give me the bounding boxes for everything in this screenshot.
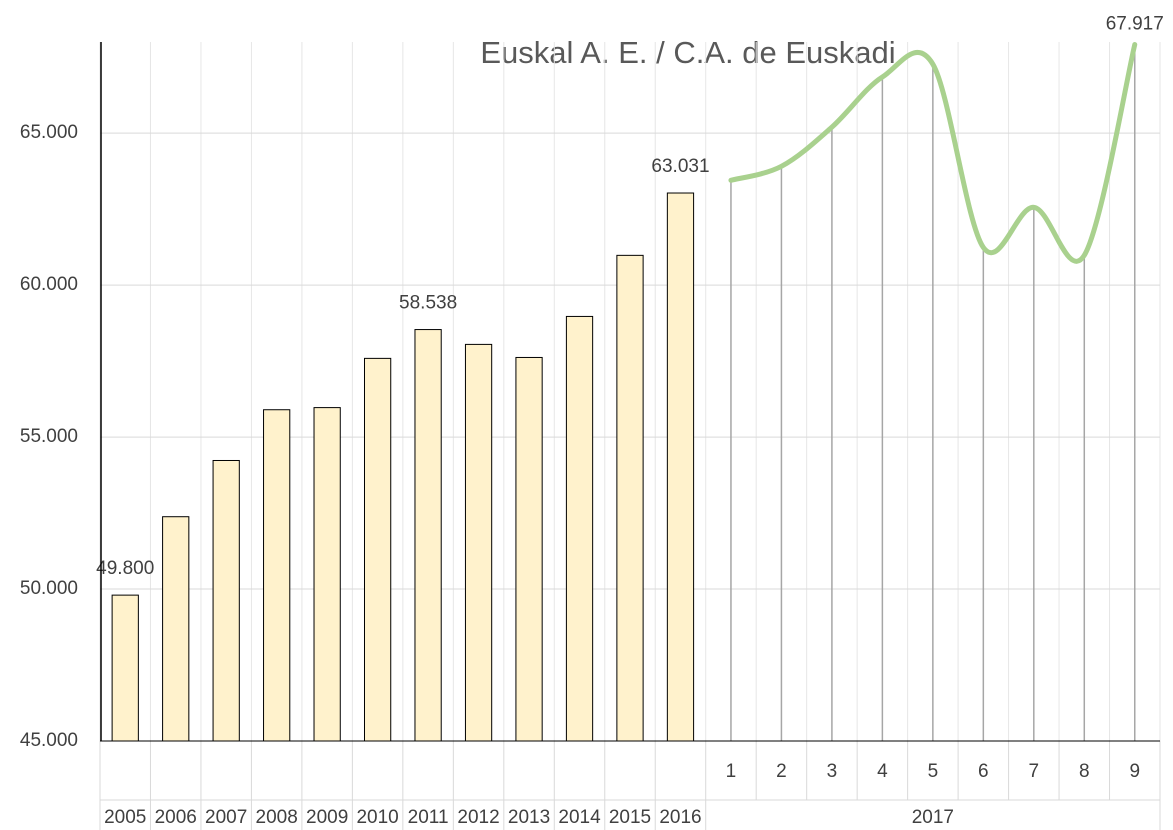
group-label: 2017 — [912, 807, 954, 828]
bar — [263, 409, 291, 742]
x-tick-label: 6 — [978, 761, 989, 782]
x-tick-label: 2008 — [256, 807, 298, 828]
x-tick-label: 8 — [1079, 761, 1090, 782]
x-tick-label: 3 — [827, 761, 838, 782]
line — [728, 42, 1138, 264]
bar — [515, 356, 543, 742]
bar — [313, 407, 341, 742]
data-label: 67.917 — [1106, 14, 1164, 35]
x-tick-label: 2010 — [356, 807, 398, 828]
x-tick-label: 2013 — [508, 807, 550, 828]
bar — [464, 343, 493, 742]
bar — [212, 459, 240, 742]
data-label: 63.031 — [651, 156, 709, 177]
x-tick-label: 4 — [877, 761, 888, 782]
x-tick-label: 5 — [928, 761, 939, 782]
x-tick-label: 9 — [1129, 761, 1140, 782]
y-tick-label: 50.000 — [20, 578, 78, 599]
y-tick-label: 55.000 — [20, 426, 78, 447]
bar — [111, 594, 139, 742]
data-label: 49.800 — [96, 558, 154, 579]
x-tick-label: 2011 — [408, 807, 449, 828]
y-tick-label: 65.000 — [20, 122, 78, 143]
data-label: 58.538 — [399, 293, 457, 314]
x-tick-label: 2016 — [659, 807, 701, 828]
chart-title: Euskal A. E. / C.A. de Euskadi — [480, 35, 895, 70]
y-tick-label: 45.000 — [20, 730, 78, 751]
bar — [363, 357, 392, 742]
x-tick-label: 7 — [1029, 761, 1040, 782]
bar — [616, 254, 644, 742]
x-tick-label: 2014 — [558, 807, 601, 828]
x-tick-label: 2005 — [104, 807, 146, 828]
x-tick-label: 2007 — [205, 807, 247, 828]
x-tick-label: 2 — [776, 761, 787, 782]
bar — [666, 192, 695, 742]
x-tick-label: 2015 — [609, 807, 651, 828]
x-tick-label: 1 — [726, 761, 737, 782]
y-tick-label: 60.000 — [20, 274, 78, 295]
x-tick-label: 2006 — [155, 807, 197, 828]
x-tick-label: 2009 — [306, 807, 348, 828]
x-tick-label: 2012 — [457, 807, 499, 828]
bar — [565, 315, 594, 742]
bar — [162, 516, 190, 742]
bar — [414, 329, 442, 742]
